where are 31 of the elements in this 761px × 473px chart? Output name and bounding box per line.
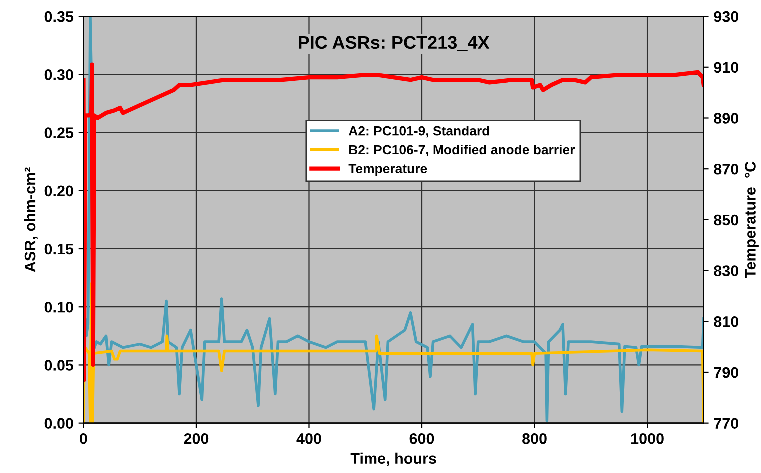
y-tick-label: 0.25 [44, 128, 74, 138]
y-tick-label: 0.20 [44, 186, 74, 197]
y2-tick-label: 790 [714, 367, 739, 378]
y2-tick-label: 910 [714, 62, 739, 74]
legend-label: Temperature [348, 164, 428, 176]
y2-tick-label: 830 [714, 266, 739, 276]
y-tick-label: 0.30 [44, 70, 74, 80]
legend-label: A2: PC101-9, Standard [348, 126, 490, 138]
x-tick-label: 600 [410, 433, 434, 444]
y-tick-label: 0.15 [44, 244, 74, 255]
x-axis-title: Time, hours [350, 452, 436, 466]
y2-tick-label: 850 [714, 214, 739, 226]
x-tick-label: 800 [522, 433, 547, 444]
y2-tick-label: 890 [714, 113, 739, 124]
y2-tick-label: 810 [714, 316, 739, 328]
y-tick-label: 0.00 [44, 418, 74, 430]
x-tick-label: 400 [296, 433, 322, 444]
y2-tick-label: 930 [714, 11, 739, 22]
y-axis-title: ASR, ohm-cm² [24, 168, 38, 272]
y2-tick-label: 770 [714, 418, 739, 430]
text: PIC ASRs: PCT213_4X [299, 36, 490, 52]
line-series [84, 62, 704, 382]
y2-axis-title: Temperature °C [745, 162, 759, 278]
y-tick-label: 0.05 [44, 360, 74, 371]
y-tick-label: 0.35 [44, 11, 74, 22]
legend-label: B2: PC106-7, Modified anode barrier [350, 144, 575, 157]
x-tick-label: 1000 [632, 433, 664, 444]
y-tick-label: 0.10 [44, 302, 74, 313]
x-tick-label: 0 [80, 433, 88, 444]
y2-tick-label: 870 [714, 164, 739, 175]
x-tick-label: 200 [184, 433, 209, 444]
